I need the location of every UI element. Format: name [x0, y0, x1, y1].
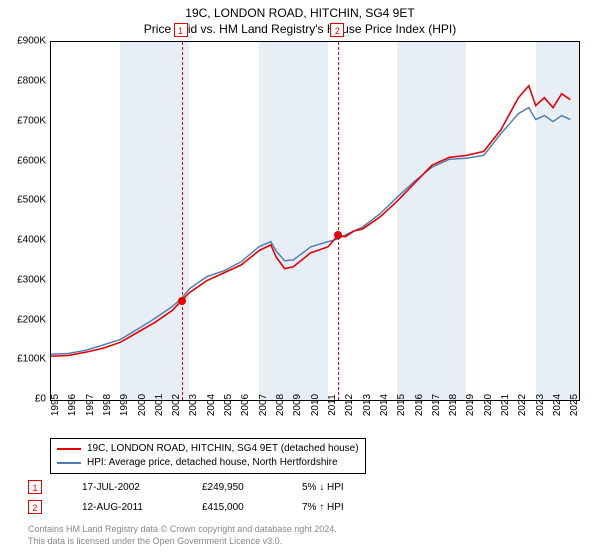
x-tick-label: 2006 — [240, 394, 251, 416]
x-tick-label: 2009 — [292, 394, 303, 416]
x-tick-label: 2024 — [552, 394, 563, 416]
event-date-1: 17-JUL-2002 — [82, 482, 162, 493]
event-marker-box: 1 — [174, 23, 188, 37]
y-tick-label: £800K — [17, 75, 46, 86]
x-tick-label: 2021 — [500, 394, 511, 416]
event-hpi-2: 7% ↑ HPI — [302, 502, 382, 513]
series-hpi — [51, 108, 570, 355]
event-num-2: 2 — [28, 500, 42, 514]
legend-label-2: HPI: Average price, detached house, Nort… — [87, 456, 338, 470]
event-hpi-1: 5% ↓ HPI — [302, 482, 382, 493]
events-block: 1 17-JUL-2002 £249,950 5% ↓ HPI 2 12-AUG… — [28, 480, 580, 520]
line-svg — [51, 42, 579, 400]
x-tick-label: 1997 — [85, 394, 96, 416]
x-tick-label: 2013 — [362, 394, 373, 416]
x-tick-label: 2018 — [448, 394, 459, 416]
event-dot — [334, 231, 342, 239]
x-tick-label: 2022 — [517, 394, 528, 416]
x-tick-label: 2001 — [154, 394, 165, 416]
x-tick-label: 2010 — [310, 394, 321, 416]
event-row-1: 1 17-JUL-2002 £249,950 5% ↓ HPI — [28, 480, 580, 494]
x-tick-label: 2014 — [379, 394, 390, 416]
title-line-1: 19C, LONDON ROAD, HITCHIN, SG4 9ET — [0, 6, 600, 22]
legend-swatch-2 — [57, 462, 81, 464]
y-tick-label: £500K — [17, 195, 46, 206]
legend-swatch-1 — [57, 448, 81, 450]
legend-item-2: HPI: Average price, detached house, Nort… — [57, 456, 359, 470]
legend-item-1: 19C, LONDON ROAD, HITCHIN, SG4 9ET (deta… — [57, 442, 359, 456]
x-tick-label: 2007 — [258, 394, 269, 416]
event-vline — [338, 42, 339, 400]
footer-line-2: This data is licensed under the Open Gov… — [28, 536, 337, 548]
title-line-2: Price paid vs. HM Land Registry's House … — [0, 22, 600, 38]
x-tick-label: 2023 — [535, 394, 546, 416]
x-tick-label: 1996 — [67, 394, 78, 416]
plot-region — [50, 41, 580, 401]
x-tick-label: 2025 — [569, 394, 580, 416]
x-tick-label: 2004 — [206, 394, 217, 416]
x-tick-label: 1998 — [102, 394, 113, 416]
y-tick-label: £400K — [17, 235, 46, 246]
series-price_paid — [51, 86, 570, 356]
event-price-2: £415,000 — [202, 502, 262, 513]
x-tick-label: 2019 — [465, 394, 476, 416]
x-tick-label: 1999 — [119, 394, 130, 416]
x-tick-label: 2005 — [223, 394, 234, 416]
x-tick-label: 2003 — [188, 394, 199, 416]
x-tick-label: 1995 — [50, 394, 61, 416]
y-tick-label: £900K — [17, 36, 46, 47]
title-block: 19C, LONDON ROAD, HITCHIN, SG4 9ET Price… — [0, 0, 600, 41]
x-tick-label: 2015 — [396, 394, 407, 416]
y-tick-label: £700K — [17, 115, 46, 126]
legend-label-1: 19C, LONDON ROAD, HITCHIN, SG4 9ET (deta… — [87, 442, 359, 456]
x-tick-label: 2000 — [137, 394, 148, 416]
x-tick-label: 2020 — [483, 394, 494, 416]
event-dot — [178, 297, 186, 305]
y-tick-label: £0 — [35, 394, 46, 405]
x-tick-label: 2002 — [171, 394, 182, 416]
y-tick-label: £600K — [17, 155, 46, 166]
event-marker-box: 2 — [330, 23, 344, 37]
y-tick-label: £100K — [17, 354, 46, 365]
chart-container: 19C, LONDON ROAD, HITCHIN, SG4 9ET Price… — [0, 0, 600, 560]
x-tick-label: 2016 — [414, 394, 425, 416]
footer-text: Contains HM Land Registry data © Crown c… — [28, 524, 337, 547]
y-tick-label: £200K — [17, 314, 46, 325]
x-tick-label: 2011 — [327, 394, 338, 416]
footer-line-1: Contains HM Land Registry data © Crown c… — [28, 524, 337, 536]
y-tick-label: £300K — [17, 274, 46, 285]
chart-area: £0 £100K £200K £300K £400K £500K £600K £700K £80… — [0, 41, 600, 441]
event-price-1: £249,950 — [202, 482, 262, 493]
x-tick-label: 2012 — [344, 394, 355, 416]
event-num-1: 1 — [28, 480, 42, 494]
x-tick-label: 2017 — [431, 394, 442, 416]
event-date-2: 12-AUG-2011 — [82, 502, 162, 513]
event-row-2: 2 12-AUG-2011 £415,000 7% ↑ HPI — [28, 500, 580, 514]
event-vline — [182, 42, 183, 400]
x-tick-label: 2008 — [275, 394, 286, 416]
legend-box: 19C, LONDON ROAD, HITCHIN, SG4 9ET (deta… — [50, 438, 366, 474]
